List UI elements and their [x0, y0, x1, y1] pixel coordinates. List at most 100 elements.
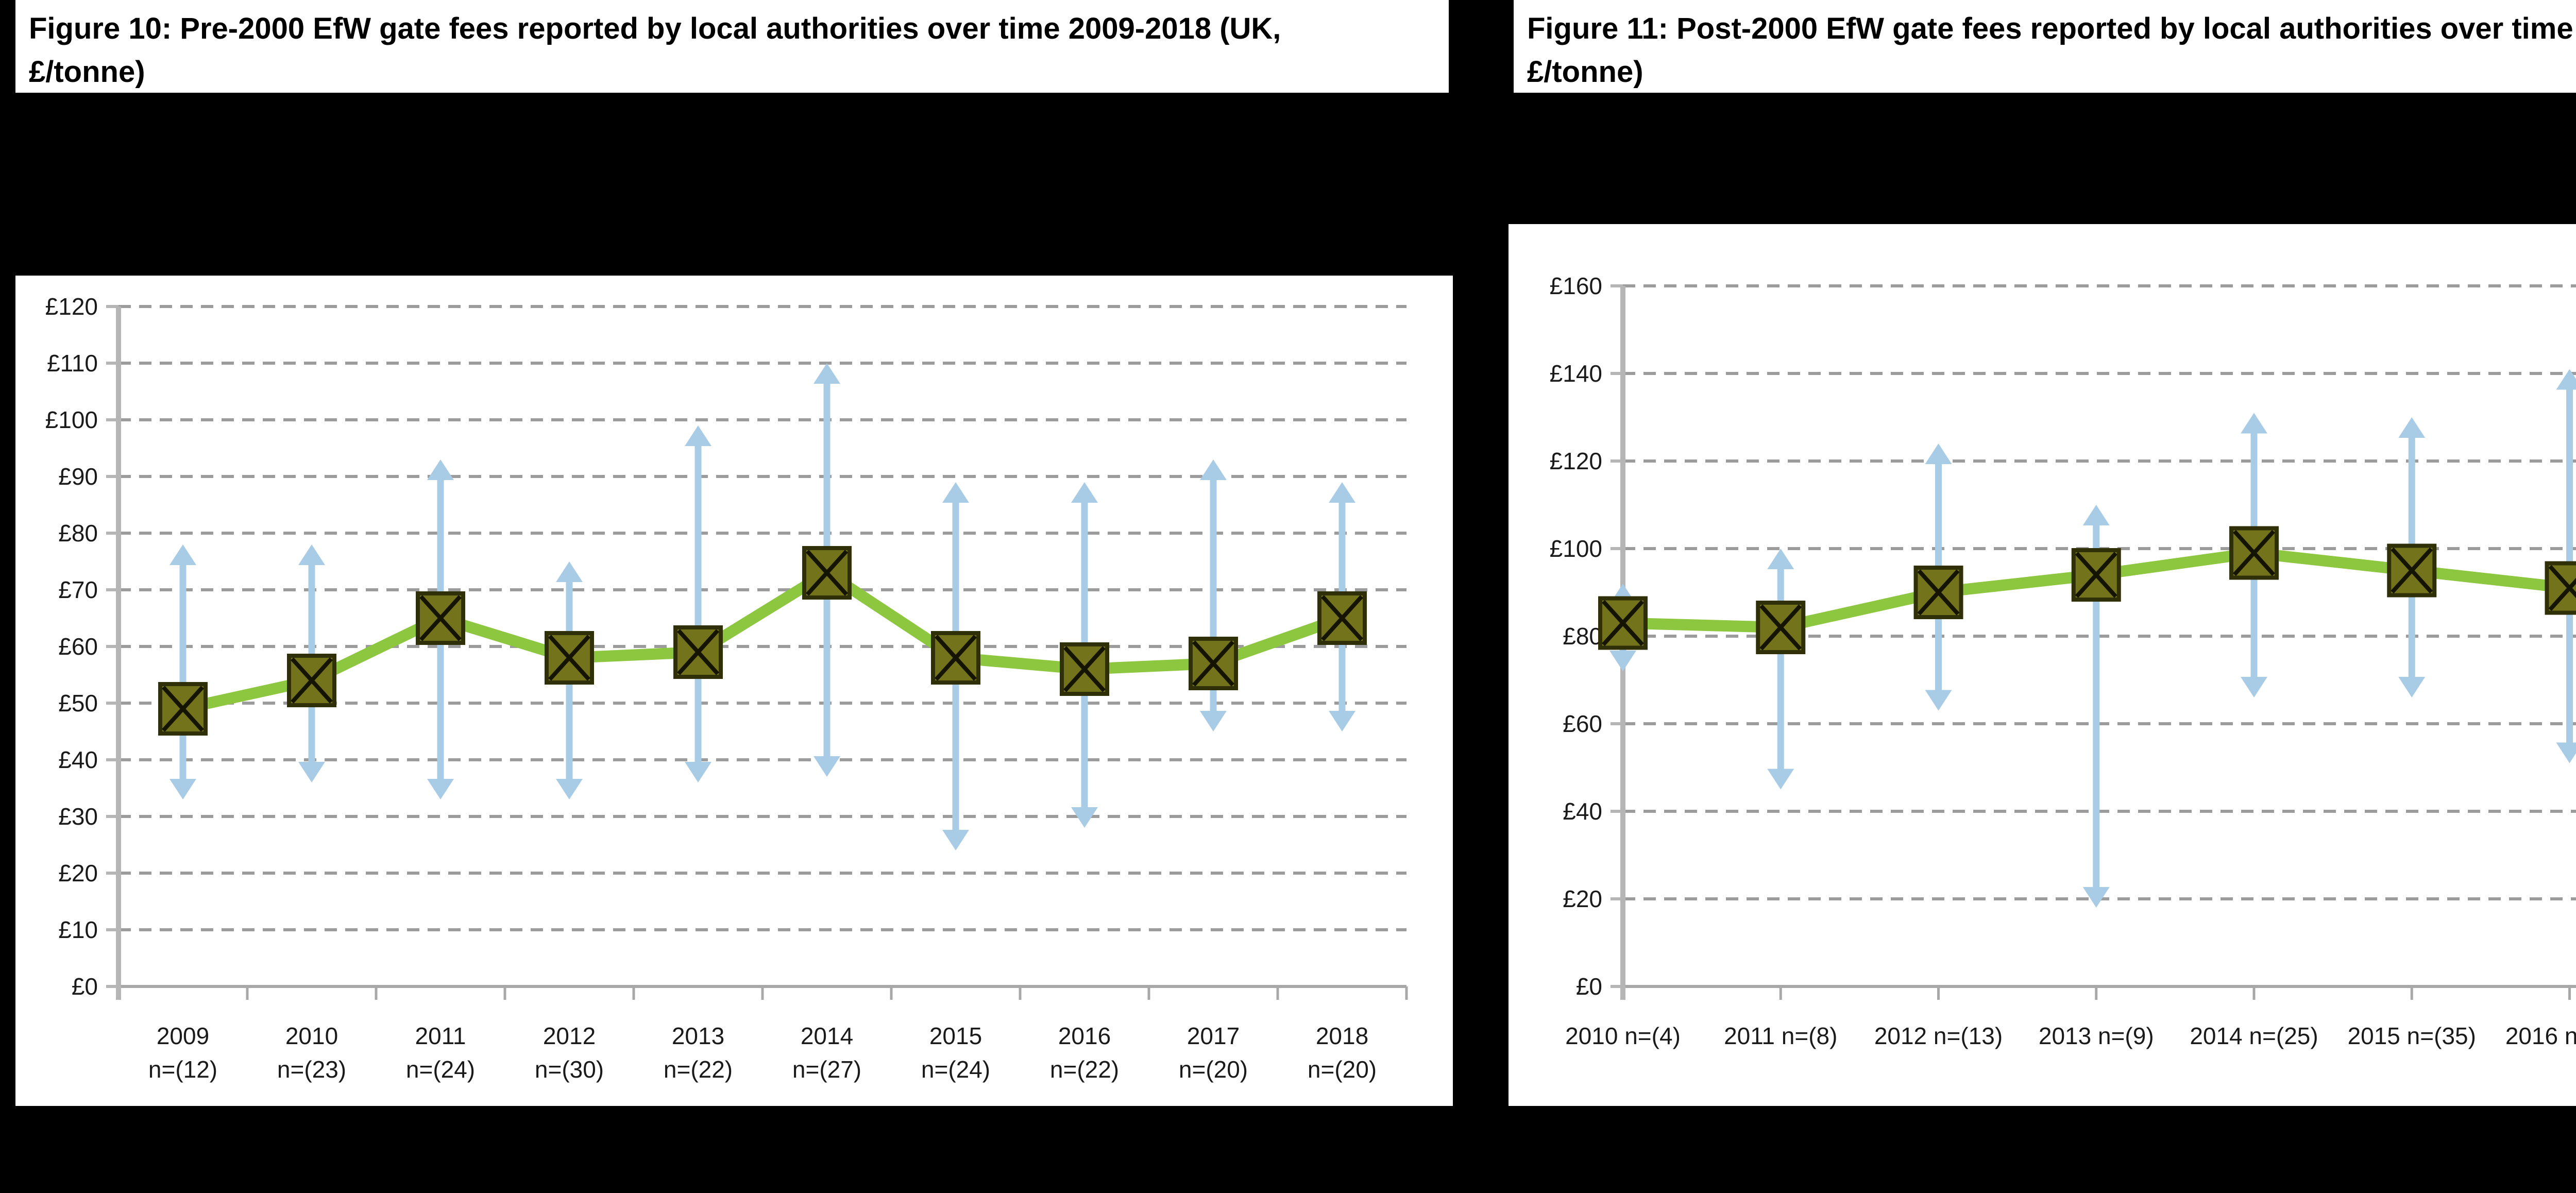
x-tick-label: 2014: [801, 1022, 853, 1049]
whisker-arrow-up: [2398, 417, 2426, 438]
whisker-arrow-up: [1200, 459, 1227, 480]
median-marker-x: [419, 595, 462, 641]
figure-10-title-box: Figure 10: Pre-2000 EfW gate fees report…: [15, 0, 1449, 93]
whisker-arrow-down: [2398, 677, 2426, 697]
x-tick-label: 2013: [672, 1022, 724, 1049]
median-marker-x: [2233, 530, 2275, 576]
whisker-arrow-up: [1925, 444, 1952, 464]
whisker-arrow-down: [2241, 677, 2267, 697]
whisker-arrow-up: [685, 425, 711, 446]
x-tick-label: 2013 n=(9): [2039, 1022, 2154, 1049]
median-marker-x: [677, 629, 719, 675]
whisker-arrow-up: [298, 544, 325, 565]
whisker-arrow-down: [942, 830, 969, 850]
figure-10-title-line1: Figure 10: Pre-2000 EfW gate fees report…: [29, 12, 1281, 45]
whisker-arrow-down: [170, 779, 196, 799]
x-tick-sublabel: n=(27): [792, 1056, 861, 1083]
x-tick-label: 2016 n=(34): [2505, 1022, 2576, 1049]
x-tick-sublabel: n=(20): [1179, 1056, 1248, 1083]
whisker-arrow-down: [814, 756, 840, 777]
x-tick-label: 2012: [543, 1022, 596, 1049]
x-tick-label: 2015: [929, 1022, 982, 1049]
whisker-arrow-down: [298, 762, 325, 782]
median-marker-x: [1917, 569, 1960, 616]
whisker-arrow-down: [427, 779, 454, 799]
median-marker-x: [291, 657, 333, 704]
x-tick-sublabel: n=(20): [1308, 1056, 1377, 1083]
y-tick-label: £20: [1563, 885, 1602, 912]
x-tick-sublabel: n=(12): [148, 1056, 217, 1083]
x-tick-sublabel: n=(23): [277, 1056, 346, 1083]
median-marker-x: [1192, 640, 1234, 687]
y-tick-label: £90: [58, 463, 98, 490]
y-tick-label: £30: [58, 803, 98, 830]
whisker-arrow-down: [1329, 711, 1355, 731]
y-tick-label: £20: [58, 860, 98, 887]
figure-11-title-line2: £/tonne): [1527, 55, 1643, 89]
y-tick-label: £100: [45, 406, 98, 433]
x-tick-label: 2018: [1316, 1022, 1368, 1049]
y-tick-label: £80: [1563, 623, 1602, 650]
figure-10-title-line2: £/tonne): [29, 55, 145, 89]
x-tick-label: 2009: [157, 1022, 209, 1049]
x-tick-label: 2011 n=(8): [1724, 1022, 1837, 1049]
median-marker-x: [1321, 595, 1363, 641]
median-marker-x: [2548, 577, 2576, 611]
whisker-arrow-up: [1071, 482, 1098, 503]
whisker-arrow-down: [1071, 807, 1098, 828]
whisker-arrow-up: [556, 561, 583, 582]
median-marker-x: [2075, 552, 2117, 598]
median-line: [177, 567, 1348, 714]
y-tick-label: £120: [1550, 448, 1602, 474]
x-tick-sublabel: n=(24): [406, 1056, 475, 1083]
x-tick-sublabel: n=(22): [1050, 1056, 1119, 1083]
y-tick-label: £0: [72, 973, 98, 1000]
y-tick-label: £80: [58, 520, 98, 547]
x-tick-label: 2010: [285, 1022, 338, 1049]
median-marker-x: [548, 635, 590, 681]
figure-11-chart: £0 £20 £40 £60 £80 £100 £120 £140 £160 2010 n=(4)…: [1550, 272, 2576, 1049]
whisker-arrow-up: [814, 363, 840, 384]
whisker-arrow-up: [2241, 413, 2267, 434]
whisker-arrow-up: [2556, 369, 2576, 390]
y-tick-label: £110: [47, 350, 98, 377]
figure-10-chart-panel: £0 £10 £20 £30 £40 £50 £60 £70 £80 £90 £100 £110 £12…: [15, 276, 1453, 1106]
x-tick-label: 2012 n=(13): [1874, 1022, 2003, 1049]
y-tick-label: £40: [58, 746, 98, 773]
y-tick-label: £140: [1550, 360, 1602, 387]
whisker-arrow-down: [1609, 651, 1636, 671]
median-marker-x: [2391, 547, 2433, 594]
whisker-arrow-down: [2082, 887, 2110, 908]
y-tick-label: £160: [1550, 272, 1602, 299]
figure-11-chart-panel: £0 £20 £40 £60 £80 £100 £120 £140 £160 2010 n=(4)…: [1509, 224, 2576, 1106]
whisker-arrow-up: [170, 544, 196, 565]
whisker-arrow-up: [1329, 482, 1355, 503]
y-tick-label: £40: [1563, 798, 1602, 825]
whisker-arrow-down: [1767, 769, 1794, 790]
x-tick-label: 2015 n=(35): [2348, 1022, 2476, 1049]
x-tick-label: 2016: [1058, 1022, 1111, 1049]
whisker-arrow-up: [1767, 549, 1794, 569]
x-tick-label: 2010 n=(4): [1565, 1022, 1681, 1049]
median-marker-x: [935, 635, 977, 681]
y-tick-label: £10: [58, 916, 98, 943]
y-tick-label: £50: [58, 690, 98, 717]
median-marker-x: [806, 550, 848, 596]
whisker-arrow-up: [942, 482, 969, 503]
x-tick-label: 2014 n=(25): [2190, 1022, 2318, 1049]
x-tick-label: 2011: [415, 1022, 466, 1049]
whisker-arrow-down: [1200, 711, 1227, 731]
x-tick-label: 2017: [1187, 1022, 1240, 1049]
whisker-arrow-down: [2556, 742, 2576, 763]
figure-10-chart: £0 £10 £20 £30 £40 £50 £60 £70 £80 £90 £100 £110 £12…: [45, 293, 1408, 1083]
y-tick-label: £70: [58, 576, 98, 603]
whisker-arrow-down: [685, 762, 711, 782]
whisker-arrow-down: [556, 779, 583, 799]
median-marker-x: [162, 686, 204, 732]
y-tick-label: £0: [1576, 973, 1602, 1000]
x-tick-sublabel: n=(22): [664, 1056, 733, 1083]
x-tick-sublabel: n=(24): [921, 1056, 990, 1083]
median-marker-x: [1063, 646, 1106, 692]
whisker-arrow-down: [1925, 690, 1952, 711]
whisker-arrow-up: [427, 459, 454, 480]
